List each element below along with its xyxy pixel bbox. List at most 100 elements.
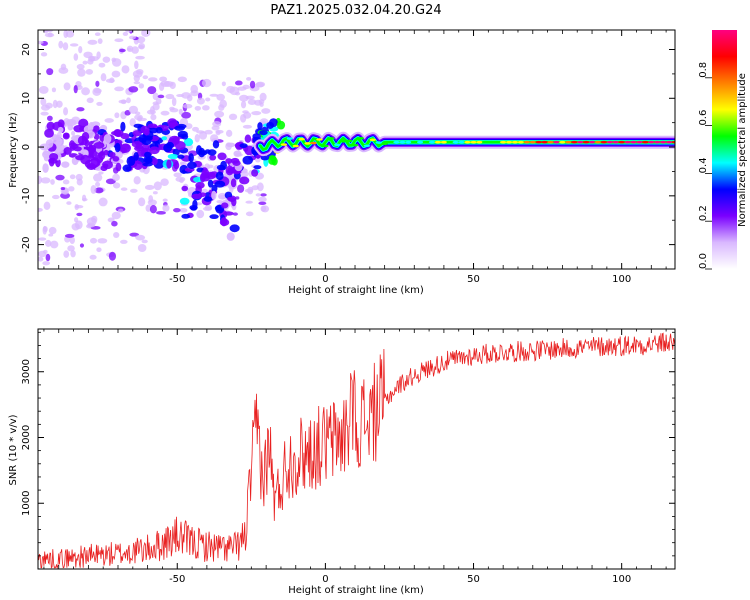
spectrogram-core-cell <box>411 140 418 144</box>
spectrogram-noise-cell <box>60 187 66 191</box>
spectrogram-ridge-cell <box>115 162 122 172</box>
spectrogram-noise-cell <box>135 55 145 60</box>
spectrogram-noise-cell <box>96 247 102 253</box>
spectrogram-noise-cell <box>111 58 122 67</box>
spectrogram-ridge-cell <box>140 125 150 134</box>
spectrogram-noise-cell <box>261 108 271 114</box>
spectrogram-noise-cell <box>77 68 86 77</box>
spectrogram-noise-cell <box>111 70 121 78</box>
spectrogram-noise-cell <box>112 173 120 182</box>
spectrogram-noise-cell <box>260 193 267 197</box>
spectrogram-noise-cell <box>107 217 115 223</box>
spectrogram-noise-cell <box>58 67 69 74</box>
spectrogram-noise-cell <box>38 40 44 45</box>
spectrogram-ridge-cell <box>90 157 101 168</box>
x-tick-label: 100 <box>612 574 631 585</box>
spectrogram-ridge-cell <box>203 196 213 202</box>
spectrogram-noise-cell <box>228 113 238 120</box>
spectrogram-core-cell <box>357 137 365 140</box>
spectrogram-noise-cell <box>225 129 233 137</box>
spectrogram-noise-cell <box>232 212 238 216</box>
spectrogram-ridge-cell <box>217 152 227 161</box>
spectrogram-ridge-cell <box>93 133 100 141</box>
spectrogram-noise-cell <box>112 182 121 189</box>
spectrogram-ridge-cell <box>173 161 180 170</box>
spectrogram-noise-cell <box>201 78 212 88</box>
spectrogram-noise-cell <box>40 97 47 106</box>
spectrogram-noise-cell <box>56 100 63 108</box>
spectrogram-noise-cell <box>47 115 53 122</box>
spectrogram-noise-cell <box>62 179 70 185</box>
spectrogram-noise-cell <box>68 186 75 192</box>
spectrogram-noise-cell <box>134 60 139 70</box>
spectrogram-noise-cell <box>65 30 75 38</box>
spectrogram-ridge-cell <box>209 154 217 161</box>
spectrogram-core-cell <box>387 140 394 144</box>
spectrogram-noise-cell <box>102 56 111 63</box>
spectrogram-noise-cell <box>52 99 58 109</box>
spectrogram-noise-cell <box>240 113 247 123</box>
spectrogram-noise-cell <box>196 97 205 105</box>
spectrogram-noise-cell <box>126 47 132 51</box>
spectrogram-noise-cell <box>207 164 214 169</box>
spectrogram-ridge-cell <box>49 153 59 161</box>
spectrogram-ridge-cell <box>227 167 234 174</box>
spectrogram-core-cell <box>417 140 424 144</box>
spectrogram-ridge-cell <box>61 161 70 168</box>
spectrogram-ridge-cell <box>174 141 186 151</box>
spectrogram-core-cell <box>345 139 353 143</box>
spectrogram-ridge-cell <box>46 121 55 131</box>
spectrogram-noise-cell <box>194 134 200 143</box>
spectrogram-noise-cell <box>44 33 55 38</box>
spectrogram-ridge-cell <box>80 154 91 165</box>
spectrogram-noise-cell <box>113 232 120 239</box>
spectrogram-noise-cell <box>173 172 182 178</box>
x-tick-label: 0 <box>322 274 328 285</box>
spectrogram-ridge-cell <box>42 163 49 173</box>
spectrogram-ridge-cell <box>63 132 70 139</box>
spectrogram-core-cell <box>422 140 430 144</box>
spectrogram-ridge-cell <box>183 138 194 147</box>
spectrogram-core-cell <box>304 142 311 145</box>
spectrogram-noise-cell <box>261 205 270 213</box>
spectrogram-ridge-cell <box>188 153 194 163</box>
spectrogram-noise-cell <box>131 46 139 54</box>
spectrogram-noise-cell <box>40 52 48 57</box>
spectrogram-noise-cell <box>244 188 254 193</box>
spectrogram-noise-cell <box>128 86 139 93</box>
spectrogram-ridge-cell <box>133 152 139 161</box>
spectrogram-noise-cell <box>96 101 103 106</box>
spectrogram-ridge-cell <box>189 204 198 211</box>
spectrogram-noise-cell <box>138 197 146 207</box>
spectrogram-noise-cell <box>76 178 83 186</box>
spectrogram-ridge-cell <box>179 197 190 205</box>
y-tick-label: 10 <box>21 92 32 105</box>
y-tick-label: 1000 <box>21 491 32 516</box>
spectrogram-noise-cell <box>221 81 226 87</box>
spectrogram-ridge-cell <box>111 130 121 136</box>
spectrogram-ridge-cell <box>103 133 112 144</box>
spectrogram-noise-cell <box>124 30 133 33</box>
spectrogram-noise-cell <box>82 197 88 202</box>
spectrogram-ridge-cell <box>271 157 278 166</box>
spectrogram-noise-cell <box>52 194 60 200</box>
spectrogram-core-cell <box>292 144 299 148</box>
spectrogram-noise-cell <box>179 208 188 213</box>
snr-frame <box>37 328 676 570</box>
spectrogram-ridge-cell <box>212 140 220 149</box>
spectrogram-noise-cell <box>83 51 93 59</box>
spectrogram-core-cell <box>316 138 323 141</box>
spectrogram-ridge-cell <box>211 184 218 193</box>
spectrogram-noise-cell <box>209 93 219 97</box>
spectrogram-core-cell <box>381 142 388 146</box>
spectrogram-ridge-cell <box>144 151 152 158</box>
spectrogram-noise-cell <box>40 111 49 116</box>
spectrogram-ridge-cell <box>165 141 174 149</box>
spectrogram-noise-cell <box>148 195 154 203</box>
spectrogram-ridge-cell <box>239 143 248 149</box>
spectrogram-noise-cell <box>142 75 149 80</box>
spectrogram-noise-cell <box>205 97 211 102</box>
spectrogram-core-cell <box>618 140 625 144</box>
spectrogram-ridge-cell <box>198 147 206 158</box>
spectrogram-xlabel: Height of straight line (km) <box>288 285 424 296</box>
